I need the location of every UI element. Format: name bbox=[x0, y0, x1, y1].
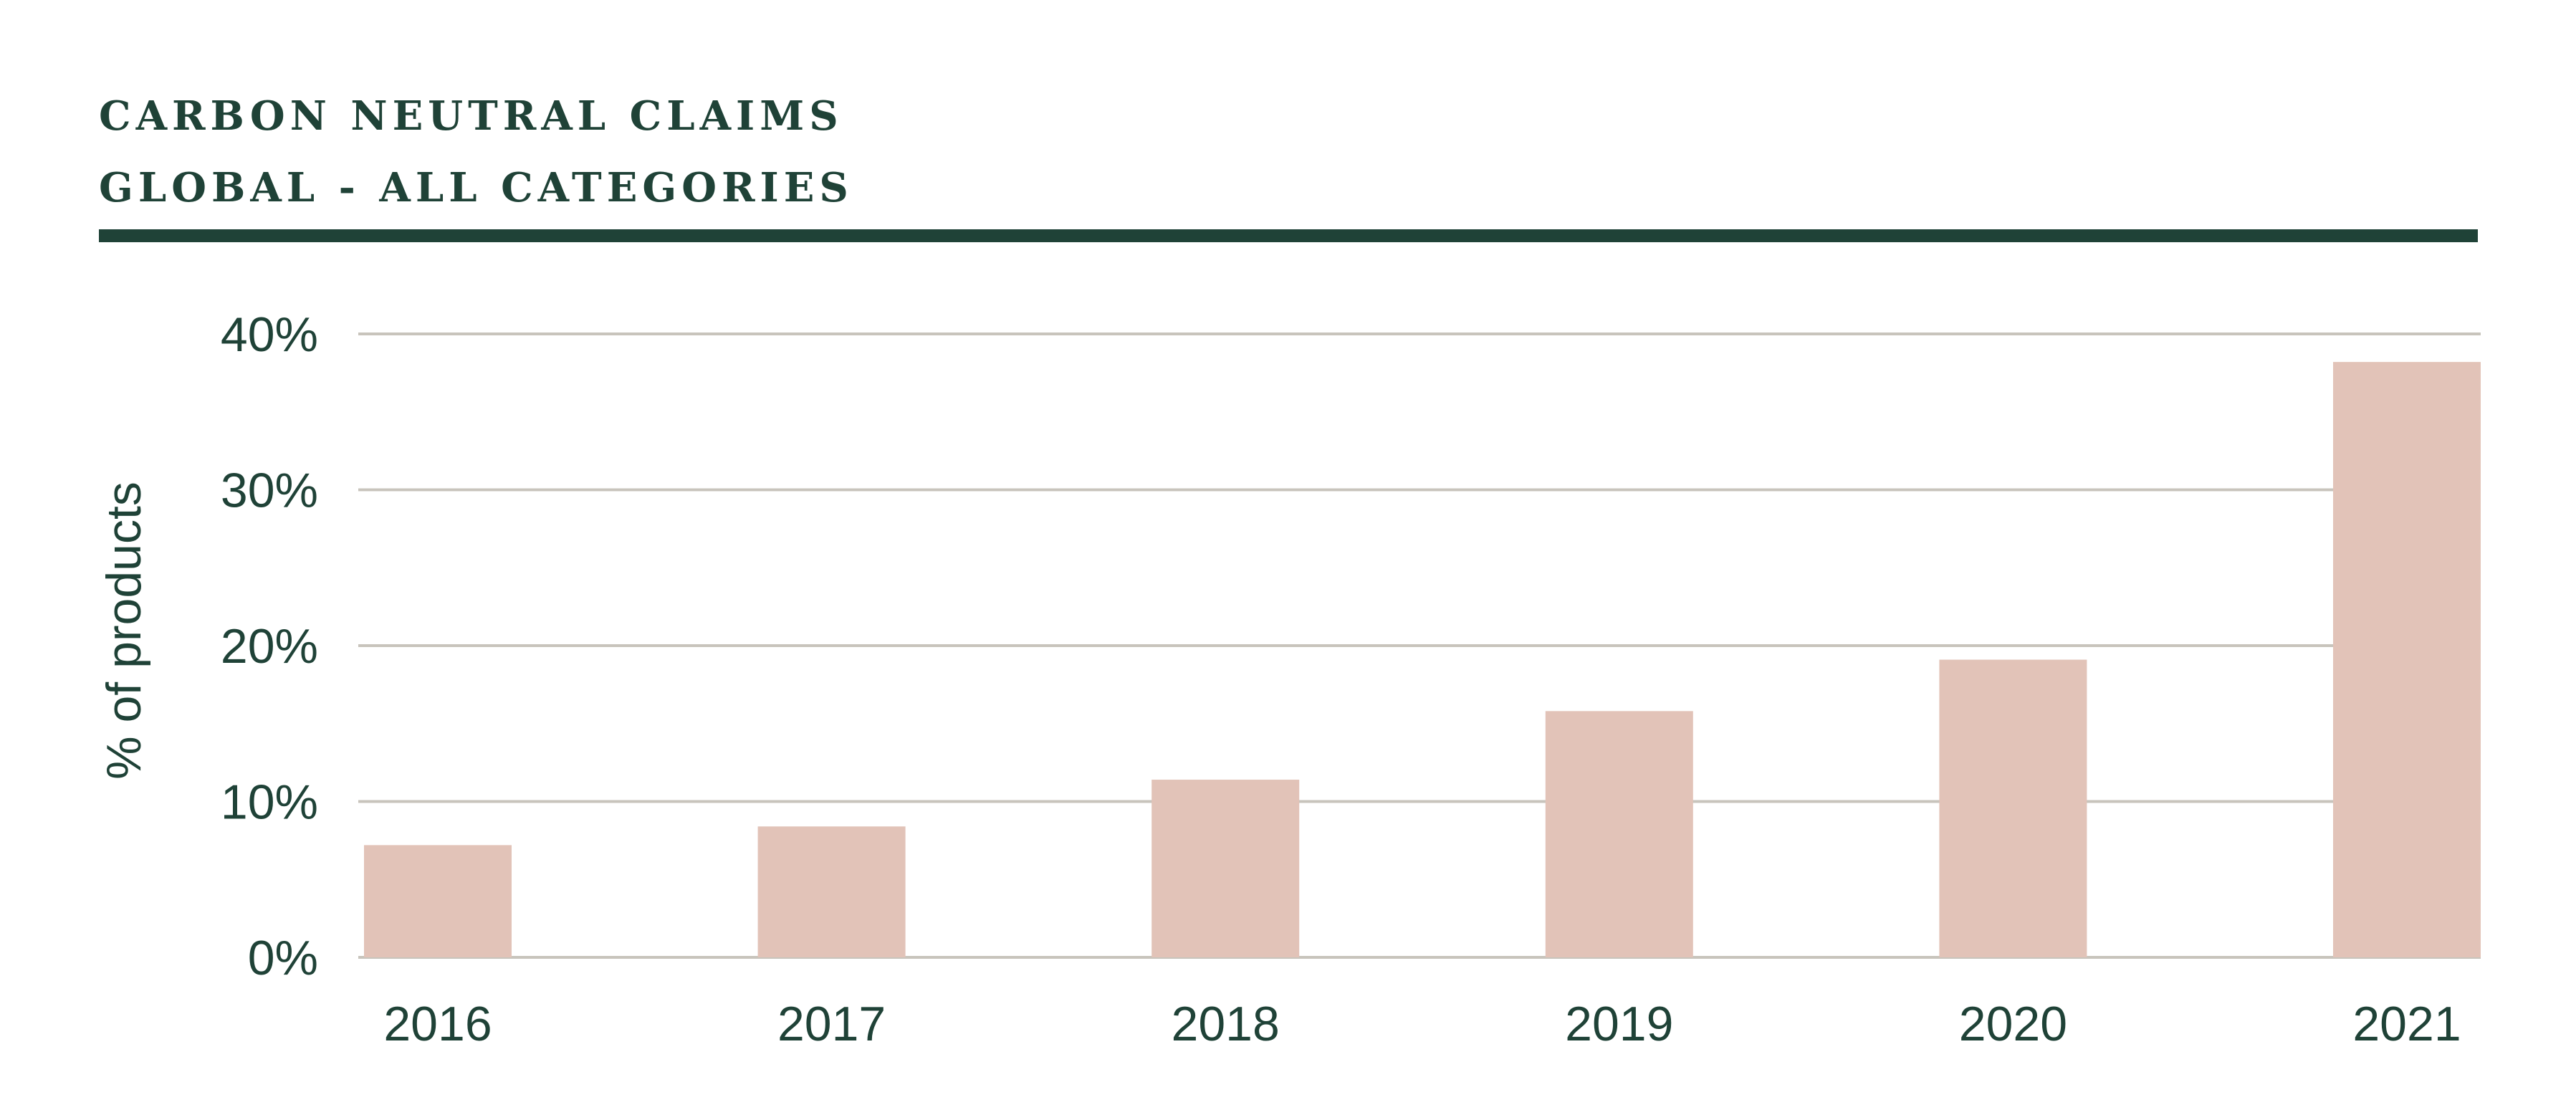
x-tick-labels: 2016 2017 2018 2019 2020 2021 bbox=[383, 997, 2461, 1051]
y-tick-labels: 0% 10% 20% 30% 40% bbox=[221, 307, 318, 985]
y-axis-label: % of products bbox=[97, 482, 151, 780]
y-tick-label: 0% bbox=[248, 931, 318, 985]
chart-title: CARBON NEUTRAL CLAIMS bbox=[99, 92, 843, 140]
x-tick-label: 2020 bbox=[1959, 997, 2067, 1051]
x-tick-label: 2017 bbox=[777, 997, 886, 1051]
y-tick-label: 40% bbox=[221, 307, 318, 362]
x-tick-label: 2021 bbox=[2352, 997, 2461, 1051]
bar-2017 bbox=[757, 826, 906, 957]
bar-2018 bbox=[1151, 780, 1300, 957]
bar-2016 bbox=[364, 845, 512, 957]
chart-subtitle: GLOBAL - ALL CATEGORIES bbox=[99, 164, 853, 211]
gridlines bbox=[358, 332, 2481, 959]
x-tick-label: 2019 bbox=[1565, 997, 1673, 1051]
bar-2019 bbox=[1545, 711, 1693, 957]
y-tick-label: 20% bbox=[221, 619, 318, 674]
chart-header: CARBON NEUTRAL CLAIMS GLOBAL - ALL CATEG… bbox=[99, 80, 2478, 224]
x-tick-label: 2018 bbox=[1172, 997, 1280, 1051]
x-tick-label: 2016 bbox=[383, 997, 492, 1051]
y-tick-label: 10% bbox=[221, 775, 318, 830]
bar-2020 bbox=[1939, 659, 2087, 957]
bars bbox=[364, 362, 2481, 957]
bar-2021 bbox=[2333, 362, 2481, 957]
y-tick-label: 30% bbox=[221, 464, 318, 518]
header-divider bbox=[99, 229, 2478, 242]
